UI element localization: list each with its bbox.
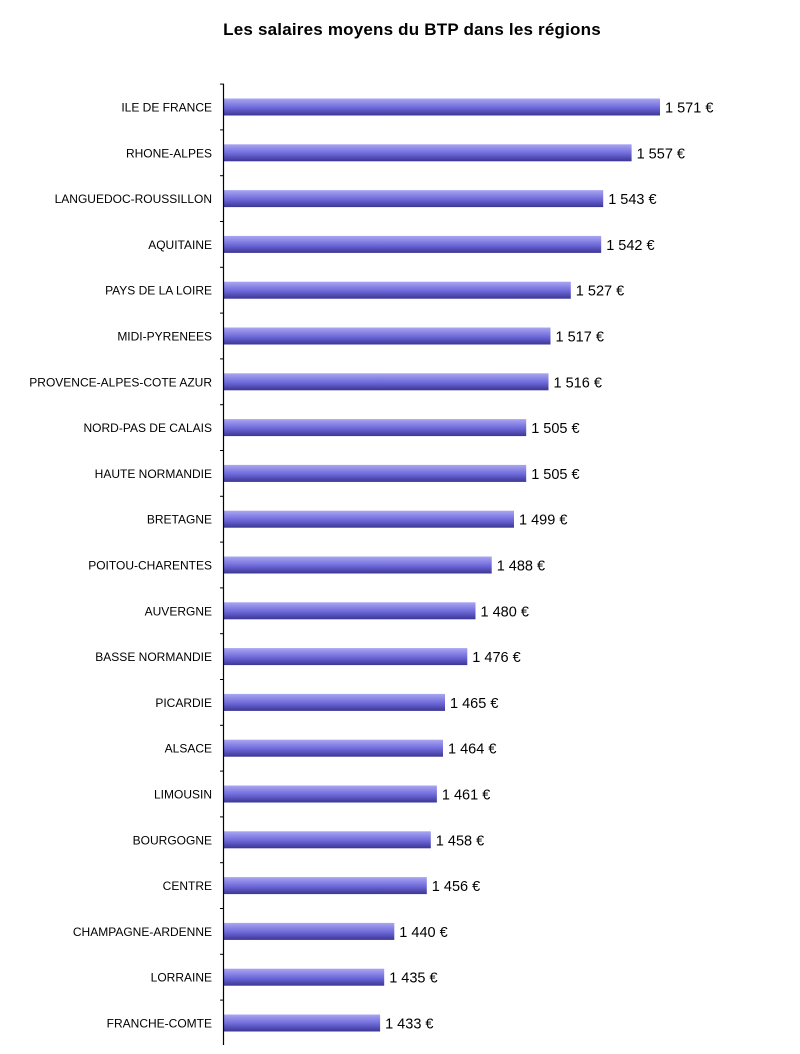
category-label: ILE DE FRANCE bbox=[121, 101, 212, 115]
bar bbox=[224, 1014, 381, 1032]
category-label: ALSACE bbox=[165, 742, 212, 756]
value-label: 1 464 € bbox=[448, 742, 496, 758]
category-label: POITOU-CHARENTES bbox=[88, 559, 212, 573]
value-label: 1 440 € bbox=[399, 925, 447, 941]
bar bbox=[224, 877, 427, 895]
value-label: 1 458 € bbox=[436, 833, 484, 849]
category-label: CENTRE bbox=[163, 879, 212, 893]
category-label: CHAMPAGNE-ARDENNE bbox=[73, 925, 212, 939]
bar bbox=[224, 464, 527, 482]
bar bbox=[224, 190, 604, 208]
category-label: PAYS DE LA LOIRE bbox=[105, 284, 212, 298]
bar bbox=[224, 831, 431, 849]
value-label: 1 542 € bbox=[606, 238, 654, 254]
value-label: 1 461 € bbox=[442, 788, 490, 804]
value-label: 1 465 € bbox=[450, 696, 498, 712]
category-label: BASSE NORMANDIE bbox=[95, 650, 212, 664]
bar bbox=[224, 419, 527, 437]
category-label: HAUTE NORMANDIE bbox=[95, 467, 212, 481]
labels-layer: ILE DE FRANCE 1 571 € RHONE-ALPES 1 557 € LA… bbox=[29, 83, 713, 1033]
bar bbox=[224, 235, 602, 253]
category-label: AUVERGNE bbox=[145, 604, 212, 618]
category-label: BRETAGNE bbox=[147, 513, 212, 527]
value-label: 1 456 € bbox=[432, 879, 480, 895]
category-label: AQUITAINE bbox=[148, 238, 212, 252]
category-label: LANGUEDOC-ROUSSILLON bbox=[55, 192, 212, 206]
value-label: 1 543 € bbox=[608, 192, 656, 208]
bar bbox=[224, 785, 437, 803]
bar bbox=[224, 693, 445, 711]
category-label: LORRAINE bbox=[151, 971, 212, 985]
category-label: RHONE-ALPES bbox=[126, 146, 212, 160]
value-label: 1 476 € bbox=[472, 650, 520, 666]
bar bbox=[224, 739, 443, 757]
bar bbox=[224, 373, 549, 391]
value-label: 1 499 € bbox=[519, 513, 567, 529]
value-label: 1 435 € bbox=[389, 971, 437, 987]
value-label: 1 517 € bbox=[556, 330, 604, 346]
bar bbox=[224, 327, 551, 345]
value-label: 1 488 € bbox=[497, 559, 545, 575]
value-label: 1 557 € bbox=[637, 146, 685, 162]
value-label: 1 527 € bbox=[576, 284, 624, 300]
bar bbox=[224, 510, 514, 528]
bar bbox=[224, 556, 492, 574]
bar bbox=[224, 922, 395, 940]
category-label: PROVENCE-ALPES-COTE AZUR bbox=[29, 375, 212, 389]
bar bbox=[224, 144, 632, 162]
value-label: 1 571 € bbox=[665, 101, 713, 117]
bars-layer bbox=[224, 98, 660, 1032]
category-label: PICARDIE bbox=[155, 696, 212, 710]
category-label: FRANCHE-COMTE bbox=[107, 1017, 212, 1031]
bar bbox=[224, 648, 468, 666]
value-label: 1 480 € bbox=[481, 604, 529, 620]
bar bbox=[224, 602, 476, 620]
value-label: 1 433 € bbox=[385, 1017, 433, 1033]
value-label: 1 516 € bbox=[554, 375, 602, 391]
bar bbox=[224, 968, 385, 986]
chart-title: Les salaires moyens du BTP dans les régi… bbox=[223, 20, 601, 39]
category-label: NORD-PAS DE CALAIS bbox=[84, 421, 212, 435]
category-label: LIMOUSIN bbox=[154, 788, 212, 802]
category-label: BOURGOGNE bbox=[133, 833, 212, 847]
value-label: 1 505 € bbox=[531, 421, 579, 437]
bar bbox=[224, 98, 660, 116]
value-label: 1 505 € bbox=[531, 467, 579, 483]
bar bbox=[224, 281, 571, 299]
category-label: MIDI-PYRENEES bbox=[117, 330, 212, 344]
